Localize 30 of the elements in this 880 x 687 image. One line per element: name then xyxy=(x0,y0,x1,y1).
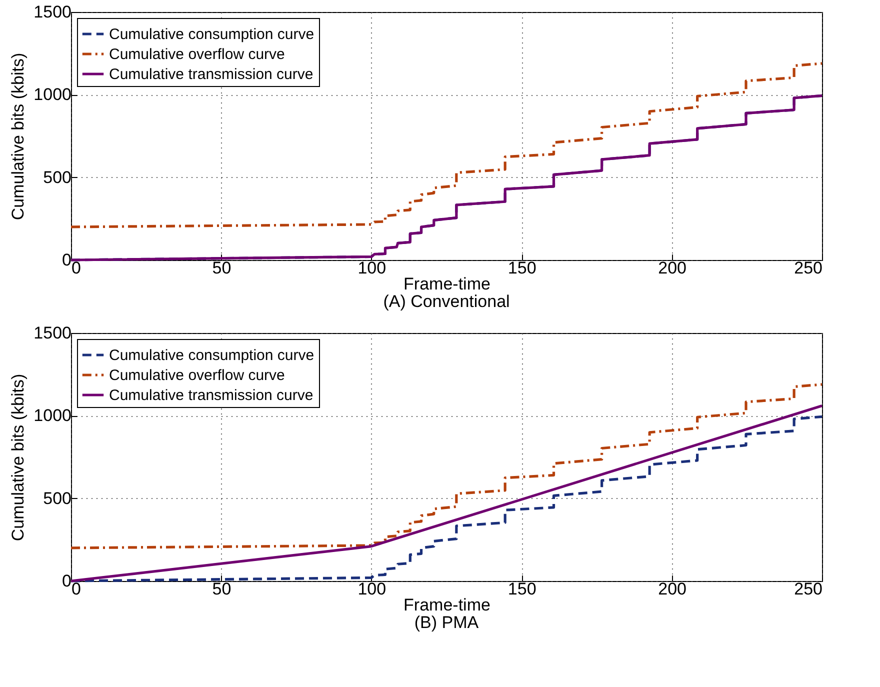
legend-label: Cumulative overflow curve xyxy=(109,367,285,384)
legend-label: Cumulative overflow curve xyxy=(109,46,285,63)
x-tick-label: 50 xyxy=(212,258,232,278)
x-axis-title: Frame-time xyxy=(404,274,490,294)
text: (B) PMA xyxy=(414,613,480,632)
x-tick-label: 100 xyxy=(358,258,386,278)
x-tick-label: 100 xyxy=(358,580,386,598)
legend-label: Cumulative consumption curve xyxy=(109,347,314,364)
y-tick-label: 500 xyxy=(43,168,72,187)
x-tick-label: 200 xyxy=(658,580,686,598)
legend-label: Cumulative transmission curve xyxy=(109,387,314,404)
line-series xyxy=(70,62,824,228)
y-axis-title: Cumulative bits (kbits) xyxy=(8,374,28,542)
x-tick-label: 200 xyxy=(658,258,686,278)
y-tick-label: 1500 xyxy=(34,324,72,342)
x-tick-label: 150 xyxy=(508,580,536,598)
x-tick-label: 250 xyxy=(794,580,822,598)
x-tick-label: 50 xyxy=(212,580,232,598)
legend-label: Cumulative transmission curve xyxy=(109,66,314,83)
y-axis-title: Cumulative bits (kbits) xyxy=(8,52,28,220)
legend-label: Cumulative consumption curve xyxy=(109,26,314,43)
y-tick-label: 1500 xyxy=(34,2,72,22)
x-tick-label: 150 xyxy=(508,258,536,278)
x-axis-title: Frame-time xyxy=(404,596,490,614)
line-series xyxy=(70,383,824,550)
text: (A) Conventional xyxy=(383,292,510,311)
y-tick-label: 1000 xyxy=(34,85,72,104)
y-tick-label: 1000 xyxy=(34,406,72,426)
x-tick-label: 250 xyxy=(794,258,822,278)
y-tick-label: 500 xyxy=(43,488,72,508)
